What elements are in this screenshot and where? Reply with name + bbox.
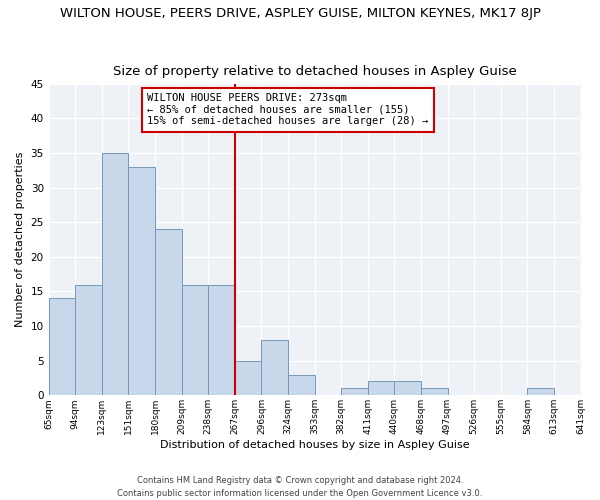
- Bar: [102, 153, 128, 396]
- Y-axis label: Number of detached properties: Number of detached properties: [15, 152, 25, 327]
- Bar: [288, 374, 314, 396]
- Text: Contains HM Land Registry data © Crown copyright and database right 2024.
Contai: Contains HM Land Registry data © Crown c…: [118, 476, 482, 498]
- Bar: [75, 284, 102, 396]
- Text: WILTON HOUSE, PEERS DRIVE, ASPLEY GUISE, MILTON KEYNES, MK17 8JP: WILTON HOUSE, PEERS DRIVE, ASPLEY GUISE,…: [59, 8, 541, 20]
- Bar: [527, 388, 554, 396]
- Bar: [394, 382, 421, 396]
- Bar: [128, 167, 155, 396]
- Title: Size of property relative to detached houses in Aspley Guise: Size of property relative to detached ho…: [113, 66, 517, 78]
- Bar: [155, 229, 182, 396]
- Bar: [368, 382, 394, 396]
- Bar: [235, 360, 262, 396]
- Bar: [49, 298, 75, 396]
- Bar: [208, 284, 235, 396]
- X-axis label: Distribution of detached houses by size in Aspley Guise: Distribution of detached houses by size …: [160, 440, 469, 450]
- Text: WILTON HOUSE PEERS DRIVE: 273sqm
← 85% of detached houses are smaller (155)
15% : WILTON HOUSE PEERS DRIVE: 273sqm ← 85% o…: [147, 93, 428, 126]
- Bar: [262, 340, 288, 396]
- Bar: [341, 388, 368, 396]
- Bar: [182, 284, 208, 396]
- Bar: [421, 388, 448, 396]
